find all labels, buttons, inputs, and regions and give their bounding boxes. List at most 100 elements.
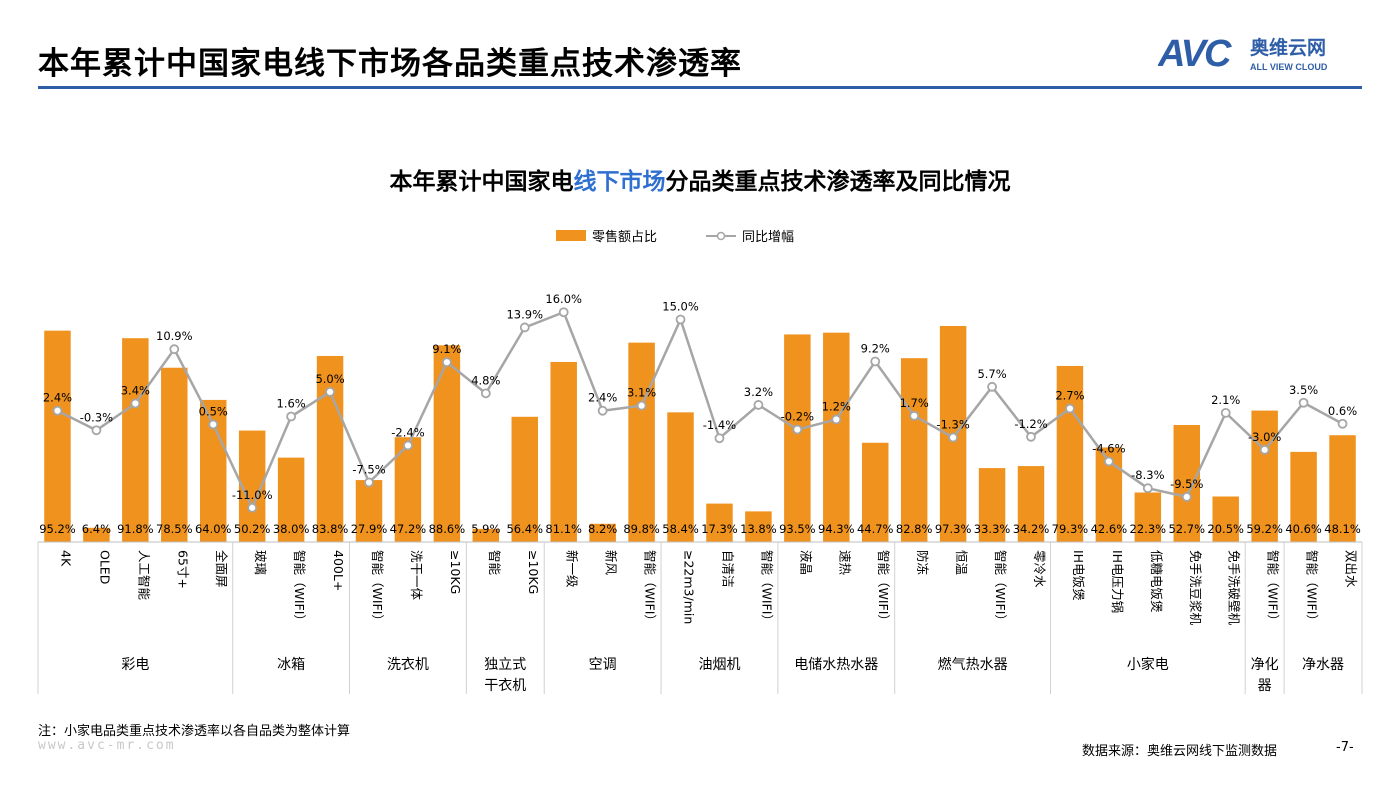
line-point (1259, 444, 1270, 455)
line-point (1103, 456, 1114, 467)
bar-value-label: 6.4% (82, 522, 111, 536)
category-label: 智能（WIFI） (643, 550, 658, 627)
logo-en: ALL VIEW CLOUD (1250, 62, 1328, 72)
bar (122, 338, 149, 542)
group-label: 空调 (589, 657, 617, 673)
bar (784, 334, 811, 542)
category-label: 低糖电饭煲 (1149, 550, 1164, 613)
bar-value-label: 52.7% (1168, 522, 1205, 536)
group-label: 净化 (1251, 657, 1279, 673)
category-label: ≥10KG (526, 550, 541, 594)
bar-value-label: 58.4% (662, 522, 699, 536)
line-point (714, 433, 725, 444)
line-value-label: 4.8% (471, 373, 500, 387)
category-label: 恒温 (954, 550, 969, 576)
line-value-label: -7.5% (352, 462, 385, 476)
category-label: ≥22m3/min (682, 550, 697, 624)
bar (316, 355, 344, 542)
bar (706, 503, 733, 542)
chart-title-part2: 分品类重点技术渗透率及同比情况 (665, 169, 1011, 195)
logo-letters: AVC (1158, 33, 1232, 75)
bar-value-label: 27.9% (351, 522, 388, 536)
line-value-label: 9.1% (432, 342, 461, 356)
category-label: 新一级 (565, 550, 580, 588)
group-label: 独立式 (484, 657, 526, 673)
chart-title-highlight: 线下市场 (573, 169, 666, 195)
bar-value-label: 42.6% (1091, 522, 1128, 536)
group-label: 彩电 (121, 657, 149, 673)
bar-value-label: 17.3% (701, 522, 738, 536)
line-value-label: 3.2% (744, 385, 773, 399)
line-point (636, 400, 647, 411)
bar (1251, 410, 1278, 542)
line-point (1142, 483, 1153, 494)
line-value-label: 2.7% (1055, 389, 1084, 403)
category-label: 新风 (604, 550, 619, 576)
legend-line-label: 同比增幅 (742, 230, 794, 245)
bar (277, 457, 305, 542)
line-value-label: 5.0% (315, 372, 344, 386)
line-value-label: 3.5% (1289, 383, 1318, 397)
bar-value-label: 44.7% (857, 522, 894, 536)
line-point (597, 405, 608, 416)
line-point (208, 419, 219, 430)
line-value-label: -3.0% (1248, 430, 1281, 444)
bar-value-label: 78.5% (156, 522, 193, 536)
line-point (753, 400, 764, 410)
line-value-label: 5.7% (977, 367, 1006, 381)
bar (823, 332, 850, 542)
line-value-label: -2.4% (391, 425, 424, 439)
category-label: 智能 (487, 550, 502, 576)
group-label: 洗衣机 (387, 657, 429, 673)
bar (1212, 496, 1239, 542)
line-value-label: -1.2% (1014, 417, 1047, 431)
group-label: 净水器 (1302, 657, 1344, 673)
line-point (1065, 403, 1075, 414)
bar-value-label: 64.0% (195, 522, 232, 536)
line-value-label: -4.6% (1092, 441, 1125, 455)
group-label: 器 (1258, 678, 1272, 694)
line-point (52, 405, 63, 416)
line-point (675, 314, 686, 325)
line-value-label: -0.2% (781, 410, 814, 424)
category-label: IH电饭煲 (1071, 550, 1086, 601)
bar (1290, 451, 1317, 542)
logo-cn: 奥维云网 (1250, 36, 1326, 59)
category-label: 4K (58, 550, 73, 567)
line-value-label: -9.5% (1170, 477, 1203, 491)
bar (1329, 435, 1356, 542)
footnote: 注：小家电品类重点技术渗透率以各自品类为整体计算 (38, 724, 351, 739)
line-point (247, 502, 258, 513)
line-value-label: 3.4% (121, 383, 150, 397)
legend-line-marker (716, 231, 726, 241)
bar-value-label: 93.5% (779, 522, 816, 536)
line-value-label: 9.2% (861, 341, 890, 355)
line-value-label: 16.0% (545, 292, 582, 306)
line-value-label: 0.5% (199, 404, 228, 418)
category-label: 洗干一体 (409, 550, 424, 601)
line-value-label: 13.9% (506, 307, 543, 321)
bar-value-label: 82.8% (896, 522, 933, 536)
line-point (441, 357, 452, 368)
line-point (909, 410, 920, 421)
category-label: 防冻 (915, 550, 930, 575)
line-point (792, 424, 803, 435)
bar (550, 361, 577, 542)
bar (511, 416, 539, 542)
group-label: 电储水热水器 (794, 657, 878, 673)
line-value-label: 1.6% (277, 397, 306, 411)
category-label: 智能（WIFI） (876, 550, 891, 627)
bar (900, 358, 928, 542)
bar (745, 511, 772, 542)
chart-title: 本年累计中国家电线下市场分品类重点技术渗透率及同比情况 (0, 162, 1400, 196)
line-point (870, 356, 881, 367)
bar-value-label: 20.5% (1207, 522, 1244, 536)
page-number: -7- (1336, 740, 1354, 755)
bar-value-label: 88.6% (429, 522, 466, 536)
line-value-label: 2.4% (43, 391, 72, 405)
bar-value-label: 33.3% (974, 522, 1011, 536)
legend-bar-label: 零售额占比 (592, 229, 657, 245)
bar-value-label: 89.8% (623, 522, 660, 536)
line-point (1337, 418, 1348, 429)
category-label: 65寸+ (175, 550, 190, 589)
